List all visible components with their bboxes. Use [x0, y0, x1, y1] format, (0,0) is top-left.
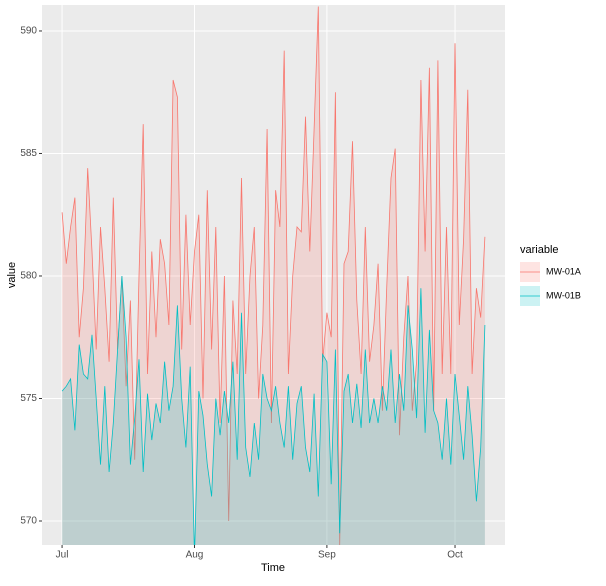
y-axis-title: value [6, 262, 18, 288]
legend-title: variable [520, 244, 559, 256]
x-tick-label: Oct [447, 550, 463, 561]
x-tick-label: Sep [318, 550, 336, 561]
plot-background [42, 5, 505, 545]
x-axis-title: Time [261, 562, 285, 574]
y-tick-label: 590 [20, 26, 37, 37]
y-tick-label: 575 [20, 393, 37, 404]
x-tick-label: Aug [186, 550, 204, 561]
series-line [61, 275, 486, 545]
y-tick-label: 570 [20, 516, 37, 527]
area-fill [62, 276, 485, 545]
legend-label: MW-01B [546, 290, 581, 300]
y-tick-label: 585 [20, 148, 37, 159]
y-tick-label: 580 [20, 271, 37, 282]
x-tick-label: Jul [56, 550, 69, 561]
legend-label: MW-01A [546, 266, 581, 276]
